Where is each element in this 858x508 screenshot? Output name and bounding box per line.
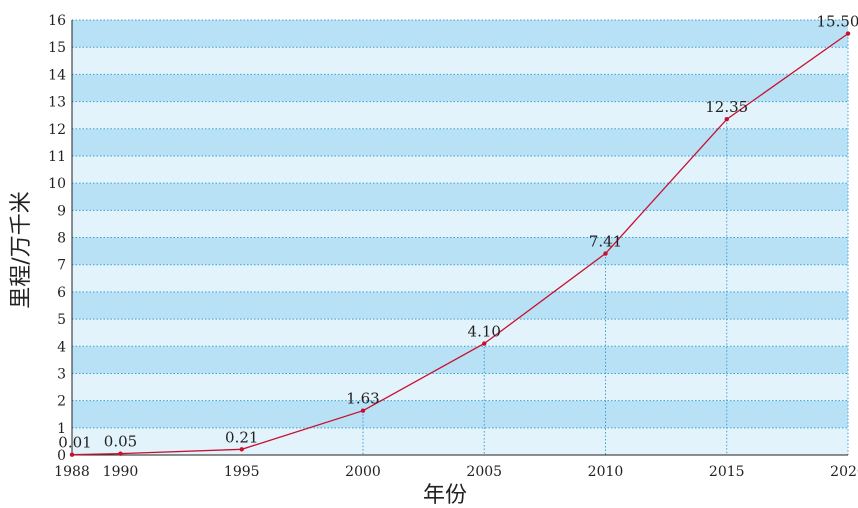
x-tick-label: 1990 (103, 464, 139, 480)
x-tick-label: 2010 (588, 464, 624, 480)
y-tick-label: 2 (57, 394, 66, 410)
band (72, 373, 848, 401)
x-tick-label: 1988 (54, 464, 90, 480)
y-tick-label: 6 (57, 285, 66, 301)
vertical-guide-lines (362, 33, 849, 455)
y-tick-label: 9 (57, 203, 66, 219)
band (72, 291, 848, 320)
y-tick-label: 4 (57, 339, 66, 355)
background-bands (72, 20, 848, 455)
data-label: 0.01 (58, 434, 91, 452)
y-tick-label: 14 (48, 67, 66, 83)
band (72, 74, 848, 102)
data-point (69, 452, 75, 457)
data-label: 4.10 (468, 323, 501, 341)
y-tick-label: 7 (57, 258, 66, 274)
band (72, 101, 848, 129)
band (72, 346, 848, 374)
band (72, 319, 848, 347)
data-point (360, 408, 366, 413)
data-label: 15.50 (817, 13, 858, 31)
band (72, 128, 848, 156)
data-label: 12.35 (705, 98, 748, 116)
data-label: 1.63 (346, 390, 379, 408)
y-tick-label: 12 (48, 122, 66, 138)
data-label: 0.05 (104, 433, 137, 451)
band (72, 237, 848, 265)
y-tick-label: 3 (57, 366, 66, 382)
data-point (482, 341, 487, 346)
data-labels: 0.01 0.05 0.21 1.63 4.10 7.41 12.35 15.50 (58, 13, 858, 452)
x-axis-title: 年份 (423, 483, 467, 508)
data-point (603, 251, 608, 256)
band (72, 210, 848, 238)
y-tick-label: 11 (48, 149, 66, 165)
y-tick-label: 13 (48, 95, 66, 111)
y-tick-label: 1 (57, 421, 66, 437)
band (72, 155, 848, 184)
band (72, 264, 848, 292)
y-tick-label: 10 (48, 176, 66, 192)
y-tick-label: 5 (57, 312, 66, 328)
band (72, 183, 848, 211)
y-tick-label: 0 (57, 448, 66, 464)
series-line (71, 33, 849, 456)
data-point (118, 451, 123, 456)
band (72, 47, 848, 75)
data-points (69, 31, 851, 457)
x-tick-label: 2005 (466, 464, 502, 480)
y-axis-title: 里程/万千米 (9, 191, 34, 308)
band (72, 400, 848, 428)
y-tick-label: 8 (57, 231, 66, 247)
data-point (724, 117, 729, 122)
band (72, 20, 848, 48)
data-point (239, 447, 244, 452)
x-tick-label: 2000 (345, 464, 381, 480)
data-label: 0.21 (225, 428, 258, 446)
x-tick-label: 1995 (224, 464, 260, 480)
y-tick-label: 15 (48, 40, 66, 56)
y-tick-label: 16 (48, 13, 66, 29)
x-tick-label: 2015 (709, 464, 745, 480)
data-label: 7.41 (589, 233, 622, 251)
data-point (845, 31, 851, 36)
